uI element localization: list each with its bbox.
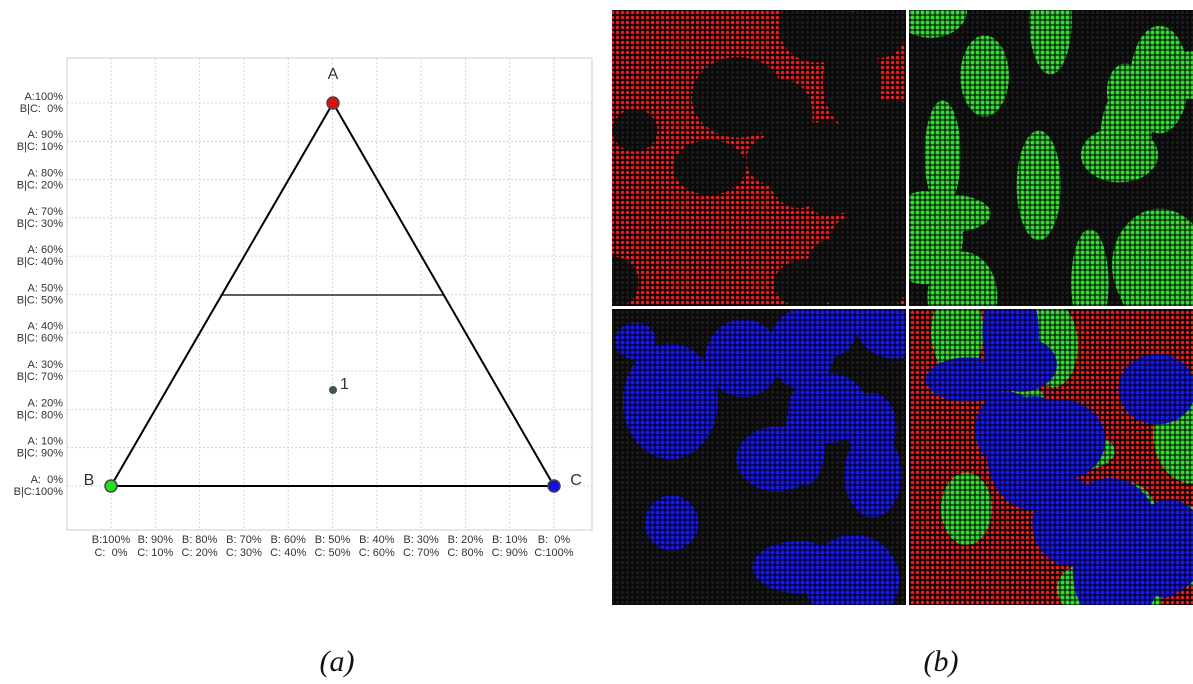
blob xyxy=(645,496,698,551)
y-tick-label: B|C: 90% xyxy=(17,448,63,460)
y-tick-label: B|C: 0% xyxy=(20,103,63,115)
y-tick-label: A: 80% xyxy=(28,168,64,180)
y-tick-label: B|C: 50% xyxy=(17,294,63,306)
y-tick-label: A: 30% xyxy=(28,359,64,371)
figure: A B C 1 A:100%B|C: 0% A: 90%B|C: 10% A: 80… xyxy=(0,0,1193,679)
y-tick-label: A: 20% xyxy=(28,397,64,409)
x-tick-label: B:100% xyxy=(92,534,131,546)
blob xyxy=(623,344,718,460)
y-tick-label: B|C: 60% xyxy=(17,333,63,345)
x-tick-label: C: 0% xyxy=(94,547,127,559)
blob xyxy=(757,80,813,147)
x-tick-label: C: 50% xyxy=(314,547,350,559)
blob xyxy=(705,319,781,397)
y-tick-label: B|C: 40% xyxy=(17,256,63,268)
x-tick-label: B: 90% xyxy=(138,534,174,546)
blob xyxy=(673,140,746,195)
ternary-panel: A B C 1 A:100%B|C: 0% A: 90%B|C: 10% A: 80… xyxy=(14,58,592,678)
blob xyxy=(806,551,844,598)
vertex-a xyxy=(327,97,339,109)
x-tick-label: B: 20% xyxy=(448,534,484,546)
x-tick-label: B: 30% xyxy=(403,534,439,546)
x-tick-label: C:100% xyxy=(534,547,573,559)
blob xyxy=(941,473,992,546)
blob xyxy=(1101,87,1152,181)
plot-frame xyxy=(67,58,592,530)
x-tick-label: C: 80% xyxy=(447,547,483,559)
texture-tile xyxy=(585,0,927,321)
y-tick-label: A: 60% xyxy=(28,244,64,256)
x-tick-label: B: 10% xyxy=(492,534,528,546)
blob xyxy=(824,219,867,321)
texture-tiles xyxy=(585,0,1193,652)
x-tick-label: C: 60% xyxy=(359,547,395,559)
y-tick-label: B|C: 10% xyxy=(17,141,63,153)
texture-tile xyxy=(612,274,935,625)
y-tick-label: A:100% xyxy=(24,91,63,103)
caption: (b) xyxy=(924,645,959,678)
y-tick-label: A: 0% xyxy=(31,474,64,486)
x-tick-label: B: 50% xyxy=(315,534,351,546)
blob xyxy=(1136,507,1192,598)
vertex-label: A xyxy=(328,66,339,83)
blob xyxy=(612,109,657,151)
blob xyxy=(786,387,827,485)
x-tick-label: C: 90% xyxy=(492,547,528,559)
x-tick-label: B: 0% xyxy=(538,534,571,546)
texture-panel: (b) xyxy=(585,0,1193,678)
y-tick-label: B|C: 70% xyxy=(17,371,63,383)
blob xyxy=(1017,131,1061,241)
x-tick-label: B: 60% xyxy=(270,534,306,546)
texture-tile xyxy=(885,0,1193,342)
y-tick-label: B|C: 80% xyxy=(17,409,63,421)
blob xyxy=(585,256,638,309)
blob xyxy=(702,59,760,129)
x-tick-label: C: 20% xyxy=(182,547,218,559)
y-tick-label: A: 90% xyxy=(28,129,64,141)
blob xyxy=(615,323,656,360)
x-tick-label: C: 10% xyxy=(137,547,173,559)
y-tick-label: A: 50% xyxy=(28,282,64,294)
vertex-c xyxy=(548,480,560,492)
blob xyxy=(960,35,1009,116)
blob xyxy=(844,432,901,518)
x-tick-label: B: 40% xyxy=(359,534,395,546)
x-tick-label: C: 70% xyxy=(403,547,439,559)
blob xyxy=(1017,400,1105,481)
blob xyxy=(1119,354,1193,425)
x-tick-label: C: 40% xyxy=(270,547,306,559)
texture-tile xyxy=(909,279,1193,652)
vertex-b xyxy=(105,480,117,492)
y-tick-label: B|C: 30% xyxy=(17,218,63,230)
y-tick-label: B|C:100% xyxy=(14,486,64,498)
y-tick-label: A: 70% xyxy=(28,206,64,218)
x-tick-label: C: 30% xyxy=(226,547,262,559)
x-tick-label: B: 70% xyxy=(226,534,262,546)
vertex-label: B xyxy=(84,472,95,489)
y-tick-label: A: 40% xyxy=(28,321,64,333)
blob xyxy=(986,337,1057,392)
blob xyxy=(901,194,991,233)
point xyxy=(329,386,337,394)
vertex-label: C xyxy=(570,472,582,489)
x-tick-label: B: 80% xyxy=(182,534,218,546)
caption: (a) xyxy=(320,645,355,678)
y-tick-label: B|C: 20% xyxy=(17,180,63,192)
point-label: 1 xyxy=(340,376,349,393)
y-tick-label: A: 10% xyxy=(28,436,64,448)
